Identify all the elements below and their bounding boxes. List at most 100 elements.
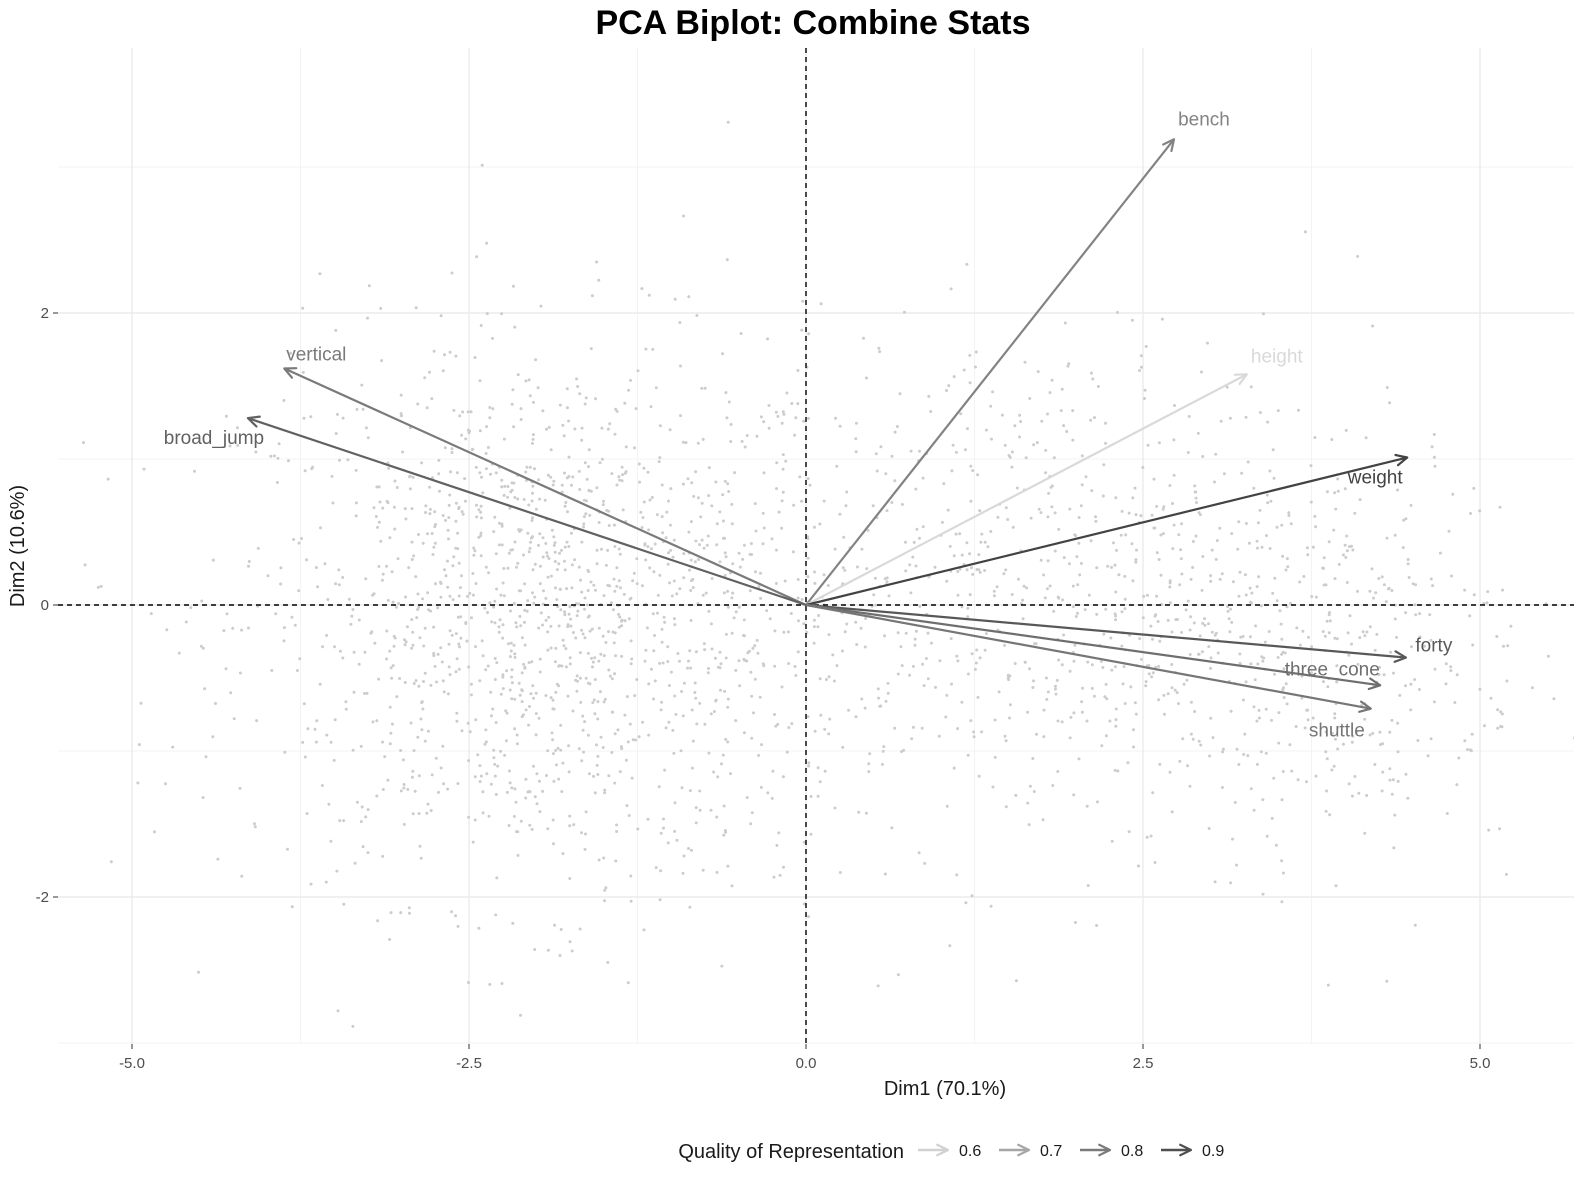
individual-point [406, 788, 410, 791]
individual-point [693, 691, 697, 694]
individual-point [1142, 594, 1146, 598]
individual-point [1077, 516, 1081, 519]
individual-point [965, 541, 969, 545]
individual-point [980, 730, 984, 734]
individual-point [1350, 794, 1354, 798]
individual-point [642, 500, 646, 504]
individual-point [1153, 526, 1157, 530]
individual-point [940, 520, 944, 524]
y-tick-label: 0 [41, 597, 49, 614]
individual-point [456, 924, 460, 928]
individual-point [1123, 597, 1127, 601]
individual-point [1014, 793, 1018, 797]
individual-point [745, 434, 749, 437]
individual-point [689, 520, 693, 524]
individual-point [560, 548, 563, 552]
individual-point [512, 643, 516, 647]
individual-point [1256, 662, 1260, 666]
individual-point [1197, 652, 1201, 656]
individual-point [558, 587, 562, 591]
individual-point [1131, 579, 1135, 583]
individual-point [890, 454, 894, 458]
individual-point [1237, 763, 1241, 766]
individual-point [532, 764, 535, 768]
individual-point [574, 678, 578, 682]
individual-point [945, 693, 949, 697]
individual-point [1279, 622, 1283, 626]
individual-point [494, 793, 498, 796]
individual-point [670, 594, 674, 598]
individual-point [950, 469, 954, 473]
individual-point [1079, 504, 1083, 508]
individual-point [743, 658, 747, 662]
individual-point [712, 770, 716, 774]
individual-point [716, 775, 720, 779]
individual-point [287, 459, 290, 463]
arrow-head [1358, 700, 1372, 713]
individual-point [1100, 744, 1104, 748]
individual-point [255, 719, 259, 723]
individual-point [1289, 522, 1293, 526]
individual-point [720, 762, 723, 766]
individual-point [598, 461, 602, 465]
individual-point [1324, 750, 1328, 754]
individual-point [457, 507, 461, 511]
individual-point [1392, 846, 1396, 850]
individual-point [1143, 388, 1147, 392]
individual-point [626, 740, 630, 744]
individual-point [381, 740, 385, 744]
individual-point [390, 722, 394, 726]
individual-point [523, 666, 527, 670]
individual-point [538, 582, 542, 586]
individual-point [1147, 664, 1151, 667]
individual-point [742, 543, 746, 547]
individual-point [519, 624, 523, 628]
individual-point [1113, 612, 1117, 616]
individual-point [633, 694, 637, 698]
individual-point [109, 860, 113, 864]
individual-point [658, 573, 662, 577]
individual-point [376, 525, 379, 529]
individual-point [502, 493, 506, 497]
individual-point [503, 753, 507, 757]
individual-point [687, 295, 691, 299]
individual-point [681, 440, 685, 444]
individual-point [555, 598, 559, 601]
individual-point [635, 557, 639, 561]
individual-point [484, 740, 488, 744]
individual-point [787, 630, 790, 634]
individual-point [492, 530, 496, 534]
individual-point [512, 814, 516, 818]
individual-point [432, 349, 436, 353]
individual-point [320, 784, 324, 787]
individual-point [817, 614, 821, 617]
individual-point [1482, 602, 1486, 605]
individual-point [718, 650, 722, 654]
individual-point [1266, 420, 1270, 424]
individual-point [426, 532, 429, 536]
individual-point [1062, 633, 1066, 637]
individual-point [974, 365, 977, 369]
individual-point [1281, 871, 1285, 875]
individual-point [385, 564, 389, 568]
individual-point [613, 781, 617, 785]
individual-point [688, 649, 692, 653]
individual-point [556, 605, 560, 609]
individual-point [1385, 386, 1389, 389]
individual-point [834, 416, 837, 420]
individual-point [467, 815, 471, 819]
individual-point [439, 580, 442, 584]
individual-point [781, 490, 785, 494]
individual-point [240, 628, 244, 632]
individual-point [913, 637, 917, 641]
individual-point [373, 641, 377, 645]
individual-point [1429, 737, 1433, 741]
individual-point [1206, 341, 1209, 345]
individual-point [1333, 491, 1337, 495]
individual-point [843, 630, 847, 634]
individual-point [608, 584, 612, 588]
individual-point [571, 709, 575, 713]
individual-point [1404, 611, 1408, 615]
individual-point [950, 682, 953, 686]
individual-point [99, 584, 103, 588]
